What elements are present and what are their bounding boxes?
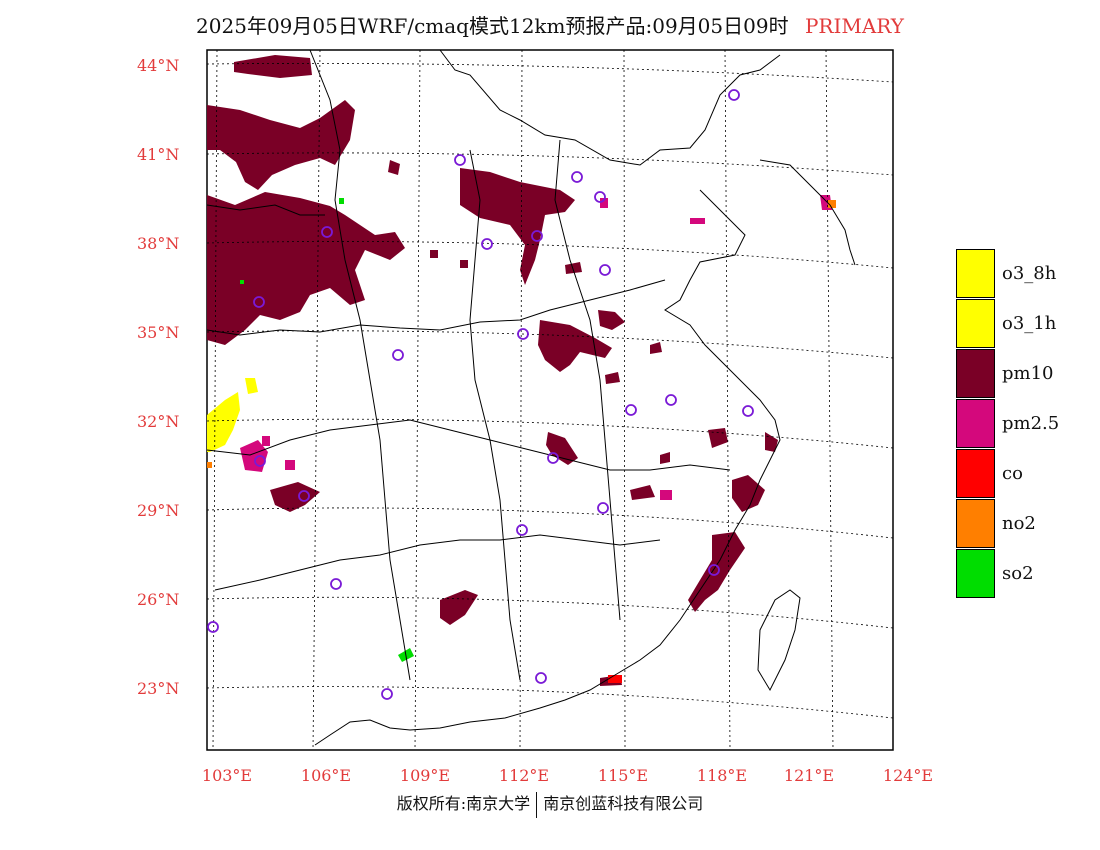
legend-label: pm2.5: [1002, 413, 1060, 434]
legend-item-o3-8h: o3_8h: [956, 249, 1086, 299]
legend-item-o3-1h: o3_1h: [956, 299, 1086, 349]
lon-label-115: 115°E: [597, 766, 649, 785]
legend-item-so2: so2: [956, 549, 1086, 599]
legend-item-no2: no2: [956, 499, 1086, 549]
lat-label-26: 26°N: [137, 590, 180, 609]
legend-item-pm10: pm10: [956, 349, 1086, 399]
lat-label-23: 23°N: [137, 679, 180, 698]
legend-label: no2: [1002, 513, 1036, 534]
boundary-lines: [206, 49, 856, 746]
copyright-right: 南京创蓝科技有限公司: [543, 794, 704, 813]
legend-label: o3_1h: [1002, 313, 1057, 334]
pollutant-legend: o3_8h o3_1h pm10 pm2.5 co no2 so2: [956, 249, 1086, 599]
lat-label-35: 35°N: [137, 323, 180, 342]
copyright-footer: 版权所有:南京大学 南京创蓝科技有限公司: [0, 790, 1100, 818]
lat-label-32: 32°N: [137, 412, 180, 431]
primary-tag: PRIMARY: [804, 14, 904, 38]
lon-label-109: 109°E: [399, 766, 451, 785]
graticule: [206, 49, 894, 751]
title-text: 2025年09月05日WRF/cmaq模式12km预报产品:09月05日09时: [196, 14, 789, 38]
legend-swatch: [956, 249, 995, 298]
legend-swatch: [956, 349, 995, 398]
copyright-left: 版权所有:南京大学: [396, 794, 531, 813]
legend-swatch: [956, 449, 995, 498]
legend-label: so2: [1002, 563, 1034, 584]
legend-item-pm25: pm2.5: [956, 399, 1086, 449]
legend-swatch: [956, 549, 995, 598]
lon-label-124: 124°E: [882, 766, 934, 785]
map-title: 2025年09月05日WRF/cmaq模式12km预报产品:09月05日09时 …: [0, 10, 1100, 39]
lon-label-106: 106°E: [300, 766, 352, 785]
lat-label-44: 44°N: [137, 56, 180, 75]
lon-label-112: 112°E: [498, 766, 550, 785]
footer-divider: [536, 791, 538, 818]
legend-swatch: [956, 299, 995, 348]
lat-label-38: 38°N: [137, 234, 180, 253]
lat-label-29: 29°N: [137, 501, 180, 520]
legend-swatch: [956, 399, 995, 448]
lat-label-41: 41°N: [137, 145, 180, 164]
legend-item-co: co: [956, 449, 1086, 499]
station-markers: [207, 89, 754, 700]
pm25-regions: [240, 195, 832, 500]
lon-label-103: 103°E: [201, 766, 253, 785]
o3-regions: [207, 378, 258, 452]
lon-label-118: 118°E: [696, 766, 748, 785]
lon-label-121: 121°E: [783, 766, 835, 785]
legend-swatch: [956, 499, 995, 548]
legend-label: pm10: [1002, 363, 1054, 384]
legend-label: o3_8h: [1002, 263, 1057, 284]
legend-label: co: [1002, 463, 1023, 484]
